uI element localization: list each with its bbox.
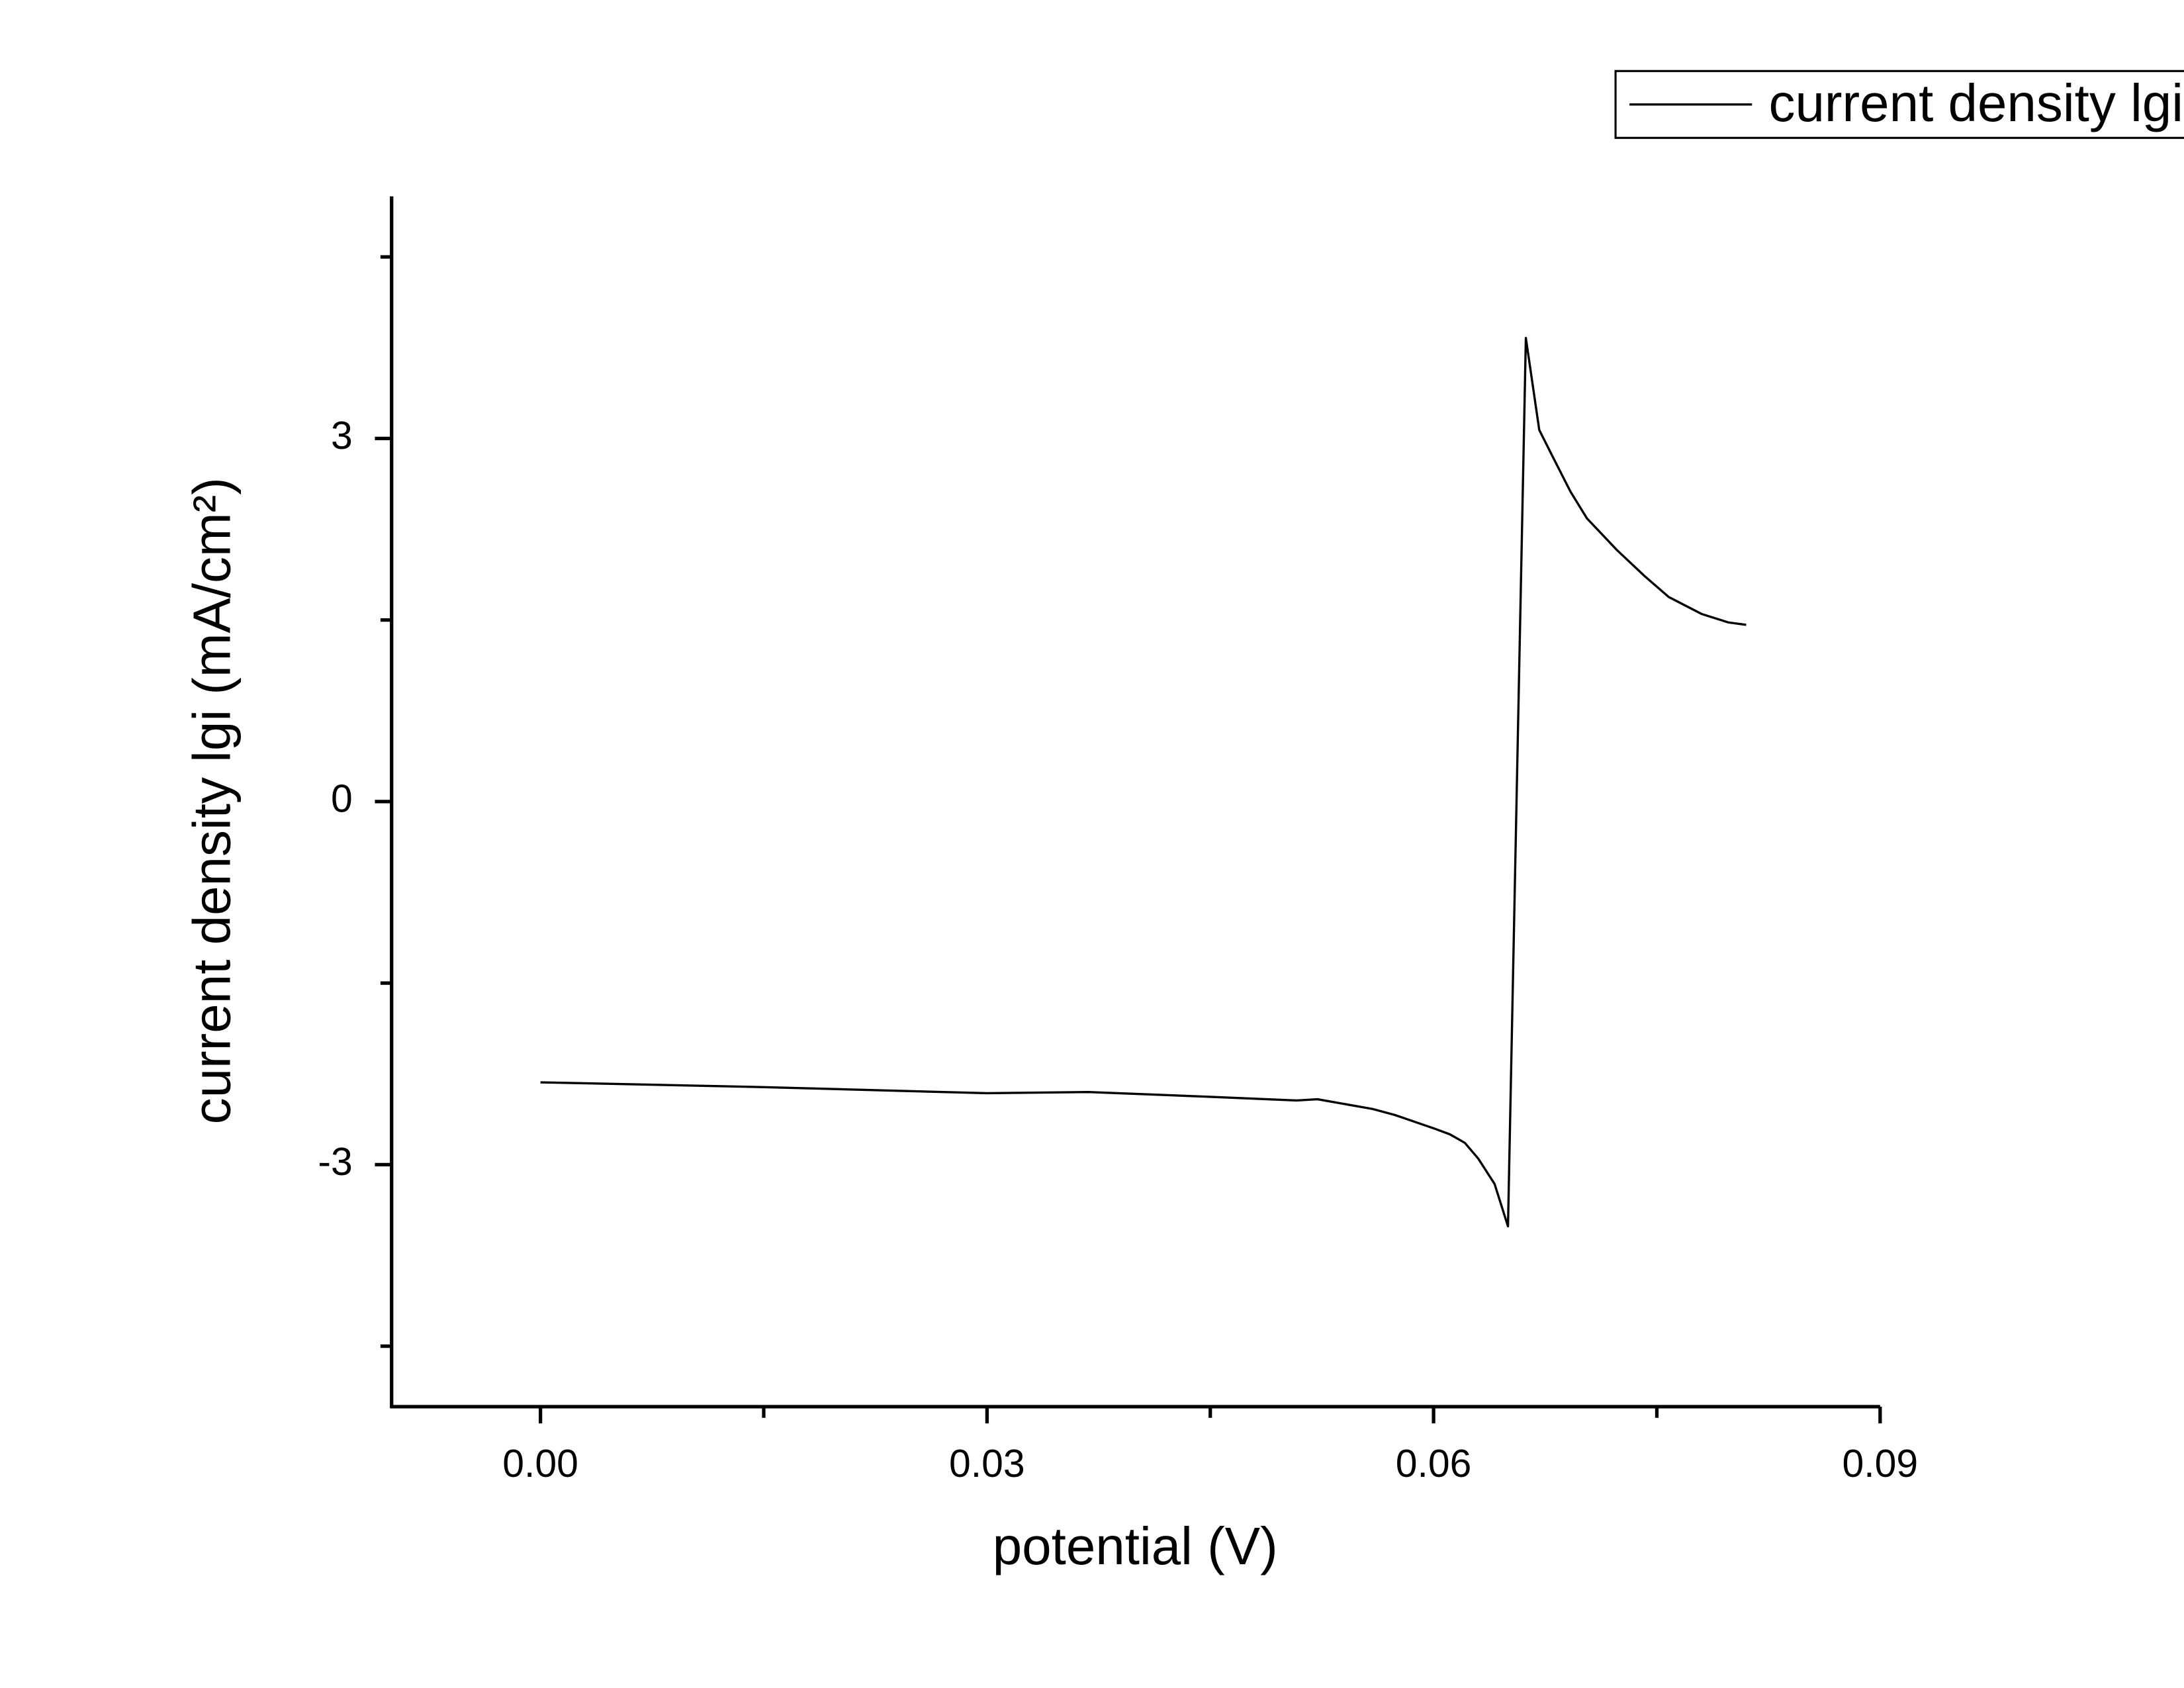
x-axis-title: potential (V) [993,1517,1278,1575]
x-tick-label: 0.06 [1396,1442,1472,1485]
legend-label: current density lgi [1769,73,2183,132]
x-tick-label: 0.09 [1843,1442,1919,1485]
legend-box [1614,70,2184,139]
x-tick-label: 0.03 [949,1442,1025,1485]
data-line [540,336,1747,1228]
x-tick-label: 0.00 [502,1442,578,1485]
y-tick-label: 3 [331,414,353,457]
y-tick-label: -3 [318,1141,352,1184]
y-axis-title: current density lgi (mA/cm²) [183,477,242,1124]
y-tick-label: 0 [331,777,353,820]
